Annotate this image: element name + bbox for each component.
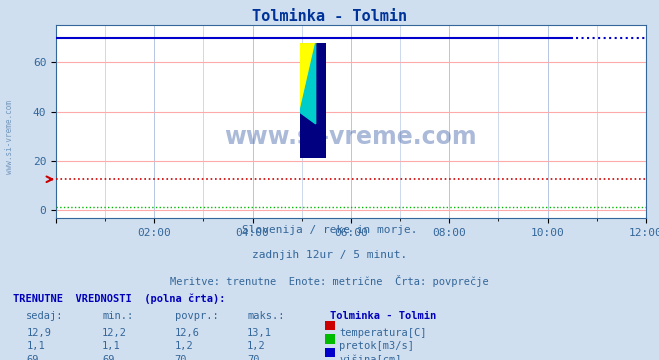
Polygon shape [300, 43, 316, 124]
Text: 69: 69 [102, 355, 115, 360]
Text: temperatura[C]: temperatura[C] [339, 328, 427, 338]
Text: 69: 69 [26, 355, 39, 360]
Text: 12,2: 12,2 [102, 328, 127, 338]
Text: Slovenija / reke in morje.: Slovenija / reke in morje. [242, 225, 417, 235]
Text: 1,1: 1,1 [102, 341, 121, 351]
Polygon shape [300, 43, 326, 158]
Text: maks.:: maks.: [247, 311, 285, 321]
Text: 70: 70 [247, 355, 260, 360]
Text: Meritve: trenutne  Enote: metrične  Črta: povprečje: Meritve: trenutne Enote: metrične Črta: … [170, 275, 489, 287]
Polygon shape [300, 43, 316, 112]
Text: 70: 70 [175, 355, 187, 360]
Text: www.si-vreme.com: www.si-vreme.com [225, 125, 477, 149]
Text: sedaj:: sedaj: [26, 311, 64, 321]
Text: www.si-vreme.com: www.si-vreme.com [5, 100, 14, 174]
Text: 1,2: 1,2 [175, 341, 193, 351]
Text: 1,2: 1,2 [247, 341, 266, 351]
Text: 12,6: 12,6 [175, 328, 200, 338]
Text: TRENUTNE  VREDNOSTI  (polna črta):: TRENUTNE VREDNOSTI (polna črta): [13, 293, 225, 304]
Text: 12,9: 12,9 [26, 328, 51, 338]
Text: povpr.:: povpr.: [175, 311, 218, 321]
Text: 13,1: 13,1 [247, 328, 272, 338]
Text: zadnjih 12ur / 5 minut.: zadnjih 12ur / 5 minut. [252, 250, 407, 260]
Text: Tolminka - Tolmin: Tolminka - Tolmin [330, 311, 436, 321]
Text: min.:: min.: [102, 311, 133, 321]
Text: Tolminka - Tolmin: Tolminka - Tolmin [252, 9, 407, 24]
Text: 1,1: 1,1 [26, 341, 45, 351]
Text: višina[cm]: višina[cm] [339, 355, 402, 360]
Text: pretok[m3/s]: pretok[m3/s] [339, 341, 415, 351]
